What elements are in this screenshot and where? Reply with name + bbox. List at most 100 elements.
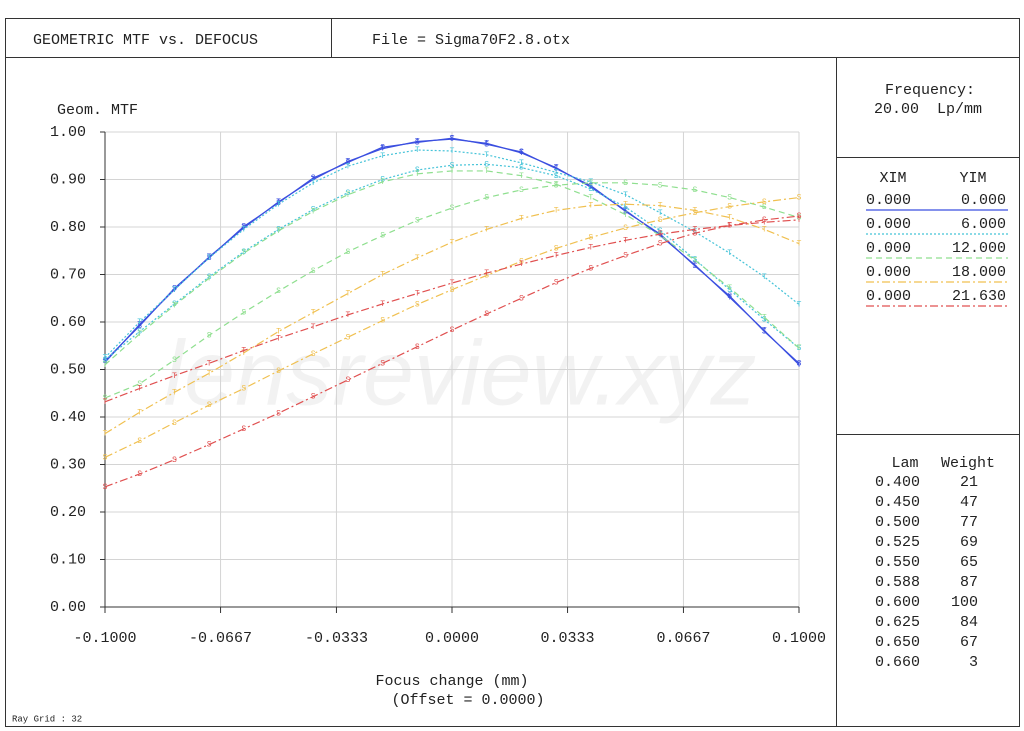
curve-marker: S [762, 203, 767, 212]
curve-marker: S [172, 419, 177, 428]
curve-marker: T [311, 179, 316, 188]
curve-marker: S [727, 292, 732, 301]
curve-marker: T [241, 224, 246, 233]
curve-marker: S [762, 316, 767, 325]
curve-marker: S [484, 194, 489, 203]
curve-marker: S [380, 176, 385, 185]
curve-marker: S [311, 174, 316, 183]
x-tick-label: -0.1000 [73, 630, 136, 647]
weight: 69 [960, 534, 978, 551]
curve-marker: S [241, 385, 246, 394]
curve-marker: S [207, 441, 212, 450]
curve-marker: S [484, 272, 489, 281]
curve-marker: S [207, 331, 212, 340]
curve-marker: S [797, 194, 802, 203]
curve-marker: T [484, 151, 489, 160]
watermark: lensreview.xyz [163, 322, 756, 424]
wavelength: 0.650 [875, 634, 920, 651]
y-tick-label: 0.40 [50, 409, 86, 426]
curve-marker: S [727, 194, 732, 203]
weight: 67 [960, 634, 978, 651]
curve-marker: T [311, 323, 316, 332]
weight: 100 [951, 594, 978, 611]
curve-marker: T [554, 168, 559, 177]
curve-marker: S [519, 294, 524, 303]
curve-marker: T [207, 274, 212, 283]
wavelength: 0.525 [875, 534, 920, 551]
y-tick-label: 0.00 [50, 599, 86, 616]
column-header: Lam [891, 455, 918, 472]
curve-marker: T [588, 183, 593, 192]
curve-marker: T [137, 408, 142, 417]
curve-marker: T [207, 369, 212, 378]
curve-marker: T [103, 358, 108, 367]
weight: 21 [960, 474, 978, 491]
curve-marker: T [415, 254, 420, 263]
wavelength: 0.625 [875, 614, 920, 631]
curve-marker: T [450, 279, 455, 288]
curve-marker: T [450, 167, 455, 176]
wavelength: 0.550 [875, 554, 920, 571]
curve-marker: S [727, 286, 732, 295]
curve-marker: S [484, 310, 489, 319]
field-xim: 0.000 [866, 240, 911, 257]
curve-marker: S [762, 216, 767, 225]
curve-marker: S [554, 181, 559, 190]
curve-marker: S [137, 322, 142, 331]
curve-marker: S [380, 317, 385, 326]
curve-marker: S [658, 230, 663, 239]
curve-marker: S [692, 262, 697, 271]
curve-marker: S [241, 309, 246, 318]
outer-frame [5, 18, 1020, 727]
curve-marker: T [588, 194, 593, 203]
curve-marker: T [241, 249, 246, 258]
curve-marker: T [450, 135, 455, 144]
y-tick-label: 1.00 [50, 124, 86, 141]
curve-marker: S [311, 393, 316, 402]
curve-marker: S [484, 160, 489, 169]
curve-marker: T [519, 149, 524, 158]
curve-marker: S [519, 148, 524, 157]
curve-marker: S [345, 248, 350, 257]
curve-marker: T [762, 273, 767, 282]
curve-marker: S [276, 367, 281, 376]
curve-marker: S [311, 350, 316, 359]
curve-marker: S [172, 456, 177, 465]
x-tick-label: -0.0333 [305, 630, 368, 647]
curve-marker: S [276, 409, 281, 418]
ray-grid: Ray Grid : 32 [12, 714, 82, 724]
curve-marker: S [450, 204, 455, 213]
curve-marker: T [797, 301, 802, 310]
curve-marker: T [172, 372, 177, 381]
weight: 65 [960, 554, 978, 571]
wavelength: 0.600 [875, 594, 920, 611]
curve-marker: S [276, 199, 281, 208]
curve-marker: T [692, 225, 697, 234]
curve-marker: T [380, 271, 385, 280]
curve-marker: S [554, 165, 559, 174]
curve-marker: T [276, 334, 281, 343]
curve-marker: S [762, 198, 767, 207]
curve-marker: T [727, 222, 732, 231]
curve-marker: S [692, 209, 697, 218]
curve-marker: T [137, 385, 142, 394]
curve-marker: T [797, 361, 802, 370]
offset-label: (Offset = 0.0000) [391, 692, 544, 709]
curve-marker: T [623, 191, 628, 200]
curve-marker: S [345, 189, 350, 198]
curve-marker: T [415, 290, 420, 299]
curve-marker: T [311, 176, 316, 185]
curve-marker: S [415, 216, 420, 225]
wavelength: 0.400 [875, 474, 920, 491]
curve-marker: T [345, 162, 350, 171]
curve-marker: S [345, 333, 350, 342]
curve-marker: S [797, 359, 802, 368]
curve-marker: S [241, 248, 246, 257]
curve-marker: S [345, 159, 350, 168]
curve-marker: S [450, 161, 455, 170]
curve-marker: T [727, 293, 732, 302]
curve-marker: S [103, 356, 108, 365]
curve-marker: S [623, 224, 628, 233]
curve-marker: T [727, 214, 732, 223]
